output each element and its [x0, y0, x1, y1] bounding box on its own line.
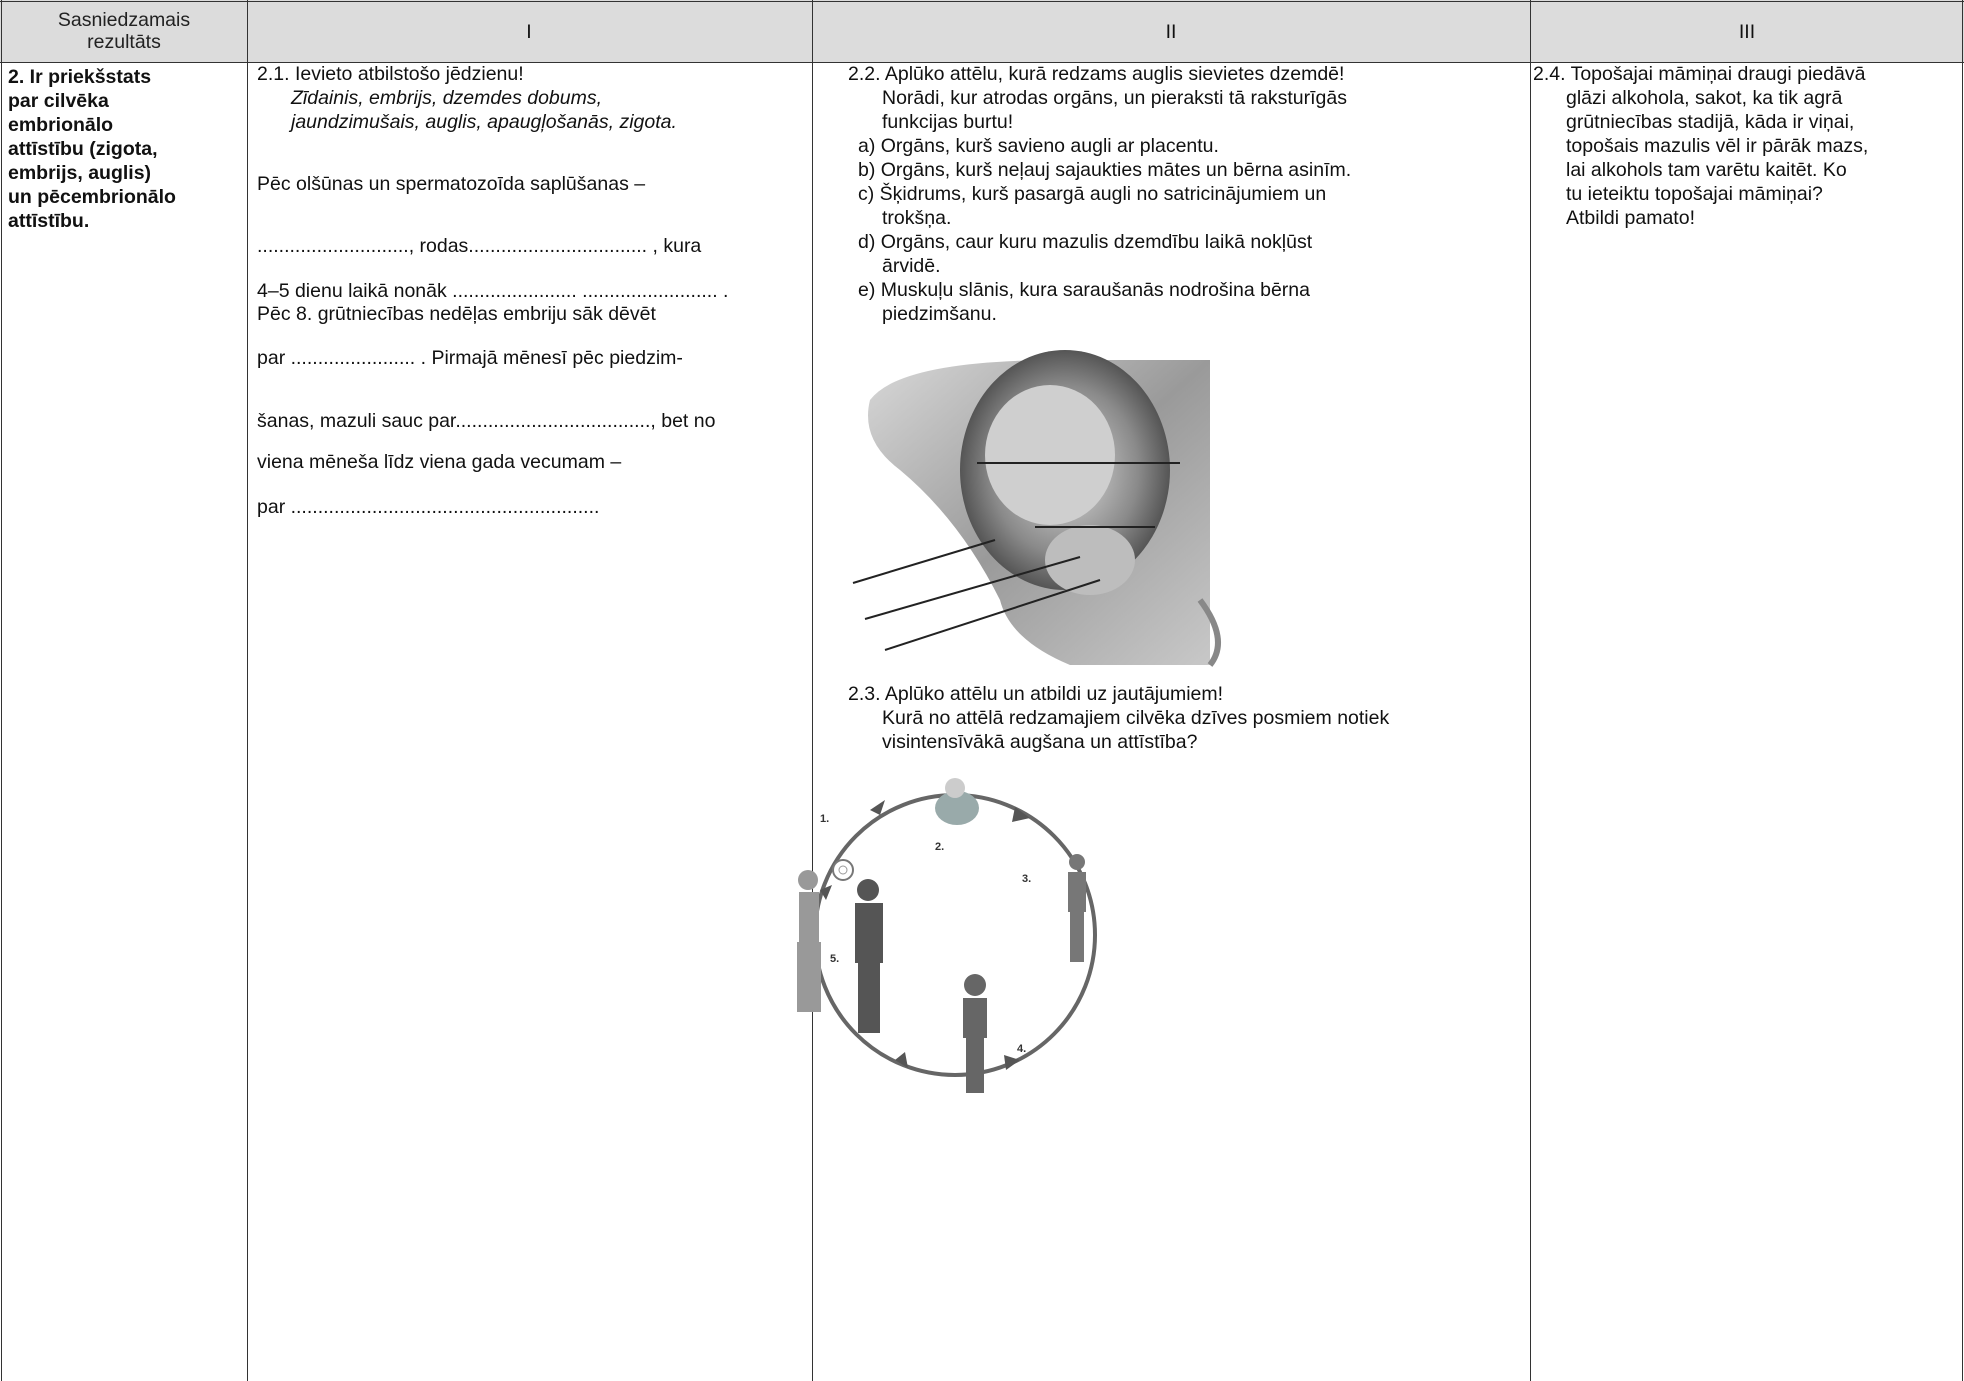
- task-title: 2.1. Ievieto atbilstošo jēdzienu!: [257, 63, 524, 85]
- result-text: par cilvēka: [8, 90, 109, 112]
- task-line: Kurā no attēlā redzamajiem cilvēka dzīve…: [882, 707, 1390, 729]
- fill-in-line: 4–5 dienu laikā nonāk ..................…: [257, 280, 729, 302]
- task-line: a) Orgāns, kurš savieno augli ar placent…: [858, 135, 1219, 157]
- terms: jaundzimušais, auglis, apaugļošanās, zig…: [291, 111, 677, 133]
- result-text: embrijs, auglis): [8, 162, 152, 184]
- cycle-label: 5.: [830, 953, 839, 965]
- task-line: lai alkohols tam varētu kaitēt. Ko: [1566, 159, 1847, 181]
- task-line: visintensīvākā augšana un attīstība?: [882, 731, 1198, 753]
- header-cell: III: [1738, 21, 1756, 43]
- border: [812, 0, 813, 1381]
- task-line: b) Orgāns, kurš neļauj sajaukties mātes …: [858, 159, 1352, 181]
- border: [1962, 0, 1963, 1381]
- result-text: un pēcembrionālo: [8, 186, 176, 208]
- header-cell: Sasniedzamais rezultāts: [57, 9, 191, 53]
- cycle-label: 2.: [935, 841, 944, 853]
- header-cell: I: [526, 21, 532, 43]
- task-line: Norādi, kur atrodas orgāns, un pieraksti…: [882, 87, 1347, 109]
- header-row: [0, 0, 1964, 62]
- border: [0, 1, 1964, 2]
- task-line: funkcijas burtu!: [882, 111, 1014, 133]
- fill-in-line: Pēc 8. grūtniecības nedēļas embriju sāk …: [257, 303, 656, 325]
- cycle-label: 4.: [1017, 1043, 1026, 1055]
- fill-in-line: ............................, rodas.....…: [257, 235, 702, 257]
- task-line: Atbildi pamato!: [1566, 207, 1695, 229]
- cycle-label: 3.: [1022, 873, 1031, 885]
- task-line: grūtniecības stadijā, kāda ir viņai,: [1566, 111, 1855, 133]
- task-line: topošais mazulis vēl ir pārāk mazs,: [1566, 135, 1869, 157]
- result-text: 2. Ir priekšstats: [8, 66, 152, 88]
- task-line: 2.3. Aplūko attēlu un atbildi uz jautāju…: [848, 683, 1224, 705]
- task-line: ārvidē.: [882, 255, 941, 277]
- fill-in-line: par ....................................…: [257, 496, 600, 518]
- result-text: attīstību (zigota,: [8, 138, 158, 160]
- life-cycle-illustration: [797, 778, 1097, 1093]
- task-line: e) Muskuļu slānis, kura saraušanās nodro…: [858, 279, 1310, 301]
- fill-in-line: viena mēneša līdz viena gada vecumam –: [257, 451, 622, 473]
- cycle-label: 1.: [820, 813, 829, 825]
- terms: Zīdainis, embrijs, dzemdes dobums,: [291, 87, 603, 109]
- task-line: 2.4. Topošajai māmiņai draugi piedāvā: [1533, 63, 1866, 85]
- fill-in-line: par ....................... . Pirmajā mē…: [257, 347, 683, 369]
- fetus-illustration: [852, 350, 1221, 667]
- fill-in-line: Pēc olšūnas un spermatozoīda saplūšanas …: [257, 173, 646, 195]
- border: [247, 0, 248, 1381]
- result-text: attīstību.: [8, 210, 90, 232]
- header-cell: II: [1165, 21, 1177, 43]
- fill-in-line: šanas, mazuli sauc par..................…: [257, 410, 716, 432]
- task-line: 2.2. Aplūko attēlu, kurā redzams auglis …: [848, 63, 1345, 85]
- task-line: tu ieteiktu topošajai māmiņai?: [1566, 183, 1823, 205]
- task-line: c) Šķidrums, kurš pasargā augli no satri…: [858, 183, 1327, 205]
- border: [0, 62, 1964, 63]
- task-line: d) Orgāns, caur kuru mazulis dzemdību la…: [858, 231, 1313, 253]
- border: [1, 0, 2, 1381]
- task-line: glāzi alkohola, sakot, ka tik agrā: [1566, 87, 1843, 109]
- task-line: piedzimšanu.: [882, 303, 997, 325]
- result-text: embrionālo: [8, 114, 114, 136]
- task-line: trokšņa.: [882, 207, 952, 229]
- border: [1530, 0, 1531, 1381]
